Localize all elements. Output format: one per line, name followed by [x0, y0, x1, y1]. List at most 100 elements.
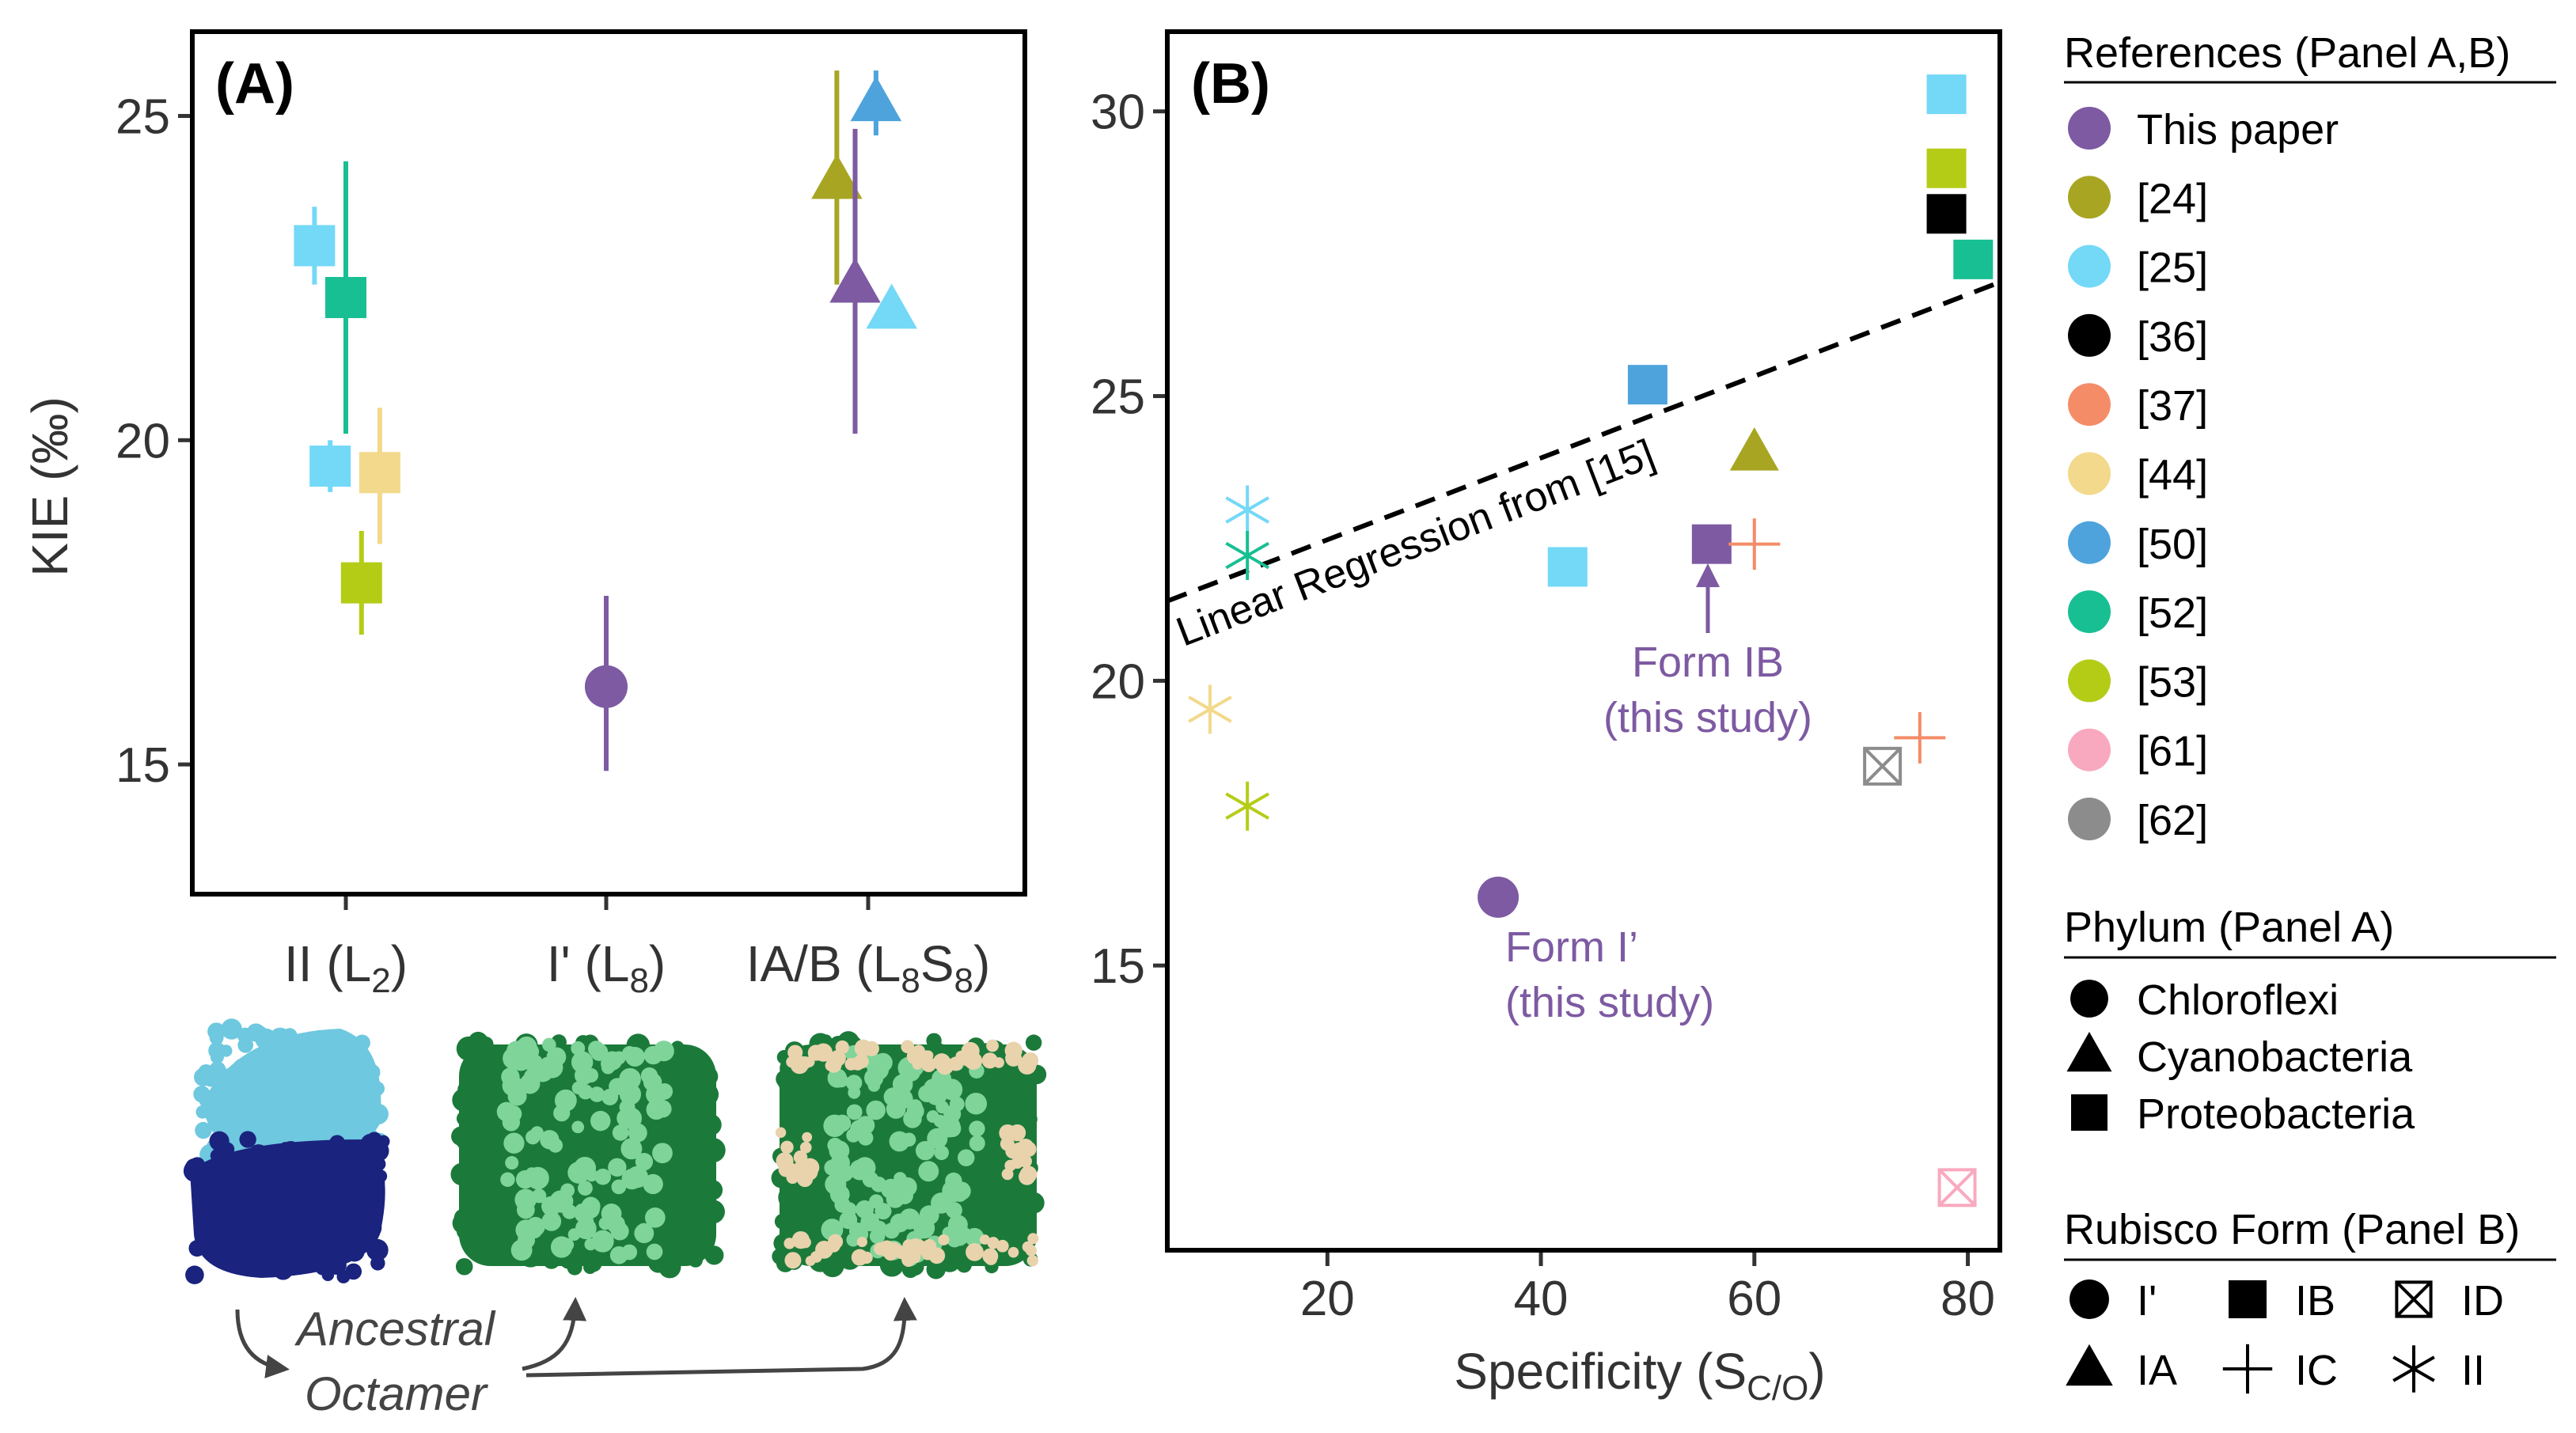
legend-forms: I' IB ID IA IC II [2066, 1277, 2504, 1394]
panel-b-x-tick-label: 20 [1300, 1272, 1355, 1326]
legend-reference-label: [25] [2137, 245, 2208, 292]
legend-phylum-symbol [2071, 1094, 2107, 1131]
legend-reference-swatch [2068, 659, 2111, 703]
panel-a-point [359, 452, 400, 494]
panel-b-point [1547, 547, 1588, 587]
legend-phylum-label: Chloroflexi [2137, 976, 2339, 1024]
panel-b-point [1926, 194, 1967, 234]
form-i-prime-octamer-structure [450, 1031, 726, 1279]
category-label-form-i-prime: I' (L8) [547, 935, 666, 1000]
panel-a-y-tick-label: 25 [116, 90, 170, 145]
arrow-to-form-i-prime [522, 1297, 587, 1371]
legend-reference-label: [53] [2137, 658, 2208, 706]
legend-references-title: References (Panel A,B) [2064, 29, 2510, 77]
form-ii-dimer-structure [183, 1018, 390, 1285]
legend-reference-label: [62] [2137, 797, 2208, 844]
panel-b-point [1729, 426, 1779, 471]
legend-form-label: I' [2137, 1277, 2157, 1325]
ancestral-octamer-text-line2: Octamer [305, 1367, 488, 1420]
legend-reference-swatch [2068, 176, 2111, 219]
legend-phylum-label: Proteobacteria [2137, 1090, 2415, 1138]
legend-reference-swatch [2068, 245, 2111, 288]
panel-b-y-tick-label: 15 [1091, 939, 1145, 994]
legend-phylum-symbol [2070, 980, 2108, 1018]
legend-reference-swatch [2068, 313, 2111, 357]
legend-reference-label: [61] [2137, 728, 2208, 775]
legend-reference-label: [36] [2137, 313, 2208, 361]
legend-reference-swatch [2068, 452, 2111, 495]
panel-b-frame [1165, 29, 2002, 1253]
panel-a-frame [190, 29, 1027, 897]
ancestral-octamer-annotation: Ancestral Octamer [235, 1297, 917, 1420]
panel-b-point [1953, 239, 1994, 279]
category-label-form-ii: II (L2) [284, 935, 408, 1000]
legend-reference-swatch [2068, 590, 2111, 634]
legend-reference-label: [37] [2137, 382, 2208, 430]
arrow-to-form-iab [525, 1297, 917, 1378]
panel-b-point [1478, 876, 1519, 918]
arrow-to-form-ii [235, 1309, 290, 1378]
panel-b-y-tick-label: 30 [1091, 85, 1145, 140]
form-i-prime-label-line1: Form I’ [1505, 923, 1638, 971]
panel-b-point [1225, 781, 1270, 831]
legend-reference-swatch [2068, 521, 2111, 564]
panel-a-point [829, 257, 881, 303]
legend-phylum-label: Cyanobacteria [2137, 1033, 2413, 1081]
legend-reference-swatch [2068, 728, 2111, 771]
legend-form-symbol [2229, 1280, 2267, 1318]
panel-a-point [309, 445, 351, 487]
panel-b-y-ticks: 15 20 25 30 [1091, 85, 1165, 994]
legend-form-symbol [2395, 1280, 2433, 1318]
panel-b: (B) 15 20 25 30 20 40 60 80 Specificity (SC/O)… [1091, 29, 2002, 1408]
protein-structures [183, 1018, 1047, 1285]
legend-form-label: IA [2137, 1347, 2177, 1394]
legend-form-title: Rubisco Form (Panel B) [2064, 1206, 2520, 1253]
panel-b-point [1225, 485, 1270, 535]
panel-b-point [1627, 365, 1667, 405]
panel-b-x-tick-label: 80 [1941, 1272, 1995, 1326]
legend-reference-label: [52] [2137, 590, 2208, 637]
category-label-form-iab: IA/B (L8S8) [746, 935, 991, 1000]
form-i-prime-annotation: Form I’ (this study) [1505, 923, 1714, 1026]
form-ib-label-line2: (this study) [1603, 694, 1812, 741]
legend-reference-label: [44] [2137, 452, 2208, 499]
legend-reference-label: [24] [2137, 175, 2208, 222]
panel-a-points [294, 70, 917, 771]
legend-phylum: Chloroflexi Cyanobacteria Proteobacteria [2066, 976, 2415, 1138]
legend-phylum-title: Phylum (Panel A) [2064, 904, 2394, 951]
panel-b-y-tick-label: 25 [1091, 370, 1145, 425]
legend: References (Panel A,B) This paper [24] [25… [2064, 29, 2556, 1394]
panel-a: (A) KIE (‰) 15 20 25 [21, 29, 1027, 910]
legend-phylum-symbol [2066, 1032, 2112, 1072]
panel-b-points [1188, 74, 1994, 1207]
panel-b-y-tick-label: 20 [1091, 654, 1145, 709]
panel-a-point [325, 277, 366, 319]
legend-reference-label: [50] [2137, 521, 2208, 568]
panel-b-point [1937, 1168, 1977, 1207]
panel-a-y-tick-label: 15 [116, 738, 170, 793]
panel-b-point [1926, 148, 1967, 188]
regression-label: Linear Regression from [15] [1170, 431, 1661, 656]
panel-b-regression: Linear Regression from [15] [1166, 279, 2001, 656]
regression-line [1166, 279, 2001, 604]
legend-reference-swatch [2068, 798, 2111, 840]
panel-a-category-labels: II (L2) I' (L8) IA/B (L8S8) [284, 935, 990, 1000]
panel-a-point [866, 283, 917, 329]
form-ib-label-line1: Form IB [1632, 639, 1784, 686]
legend-form-label: IB [2295, 1277, 2335, 1325]
form-iab-hexadecamer-structure [771, 1031, 1047, 1279]
panel-a-point [294, 225, 336, 267]
panel-b-point [1863, 746, 1903, 786]
panel-b-point [1894, 711, 1946, 764]
panel-a-y-ticks: 15 20 25 [116, 90, 190, 793]
panel-b-x-axis-label: Specificity (SC/O) [1454, 1343, 1825, 1408]
panel-b-x-tick-label: 40 [1514, 1272, 1569, 1326]
form-ib-annotation: Form IB (this study) [1603, 563, 1812, 741]
legend-reference-swatch [2068, 383, 2111, 426]
legend-reference-label: This paper [2137, 106, 2339, 154]
panel-b-x-ticks: 20 40 60 80 [1300, 1253, 1995, 1326]
panel-a-label: (A) [215, 52, 294, 116]
panel-a-x-ticks [343, 897, 871, 910]
legend-references: This paper [24] [25] [36] [37] [44] [50] [52] [5… [2068, 106, 2339, 844]
